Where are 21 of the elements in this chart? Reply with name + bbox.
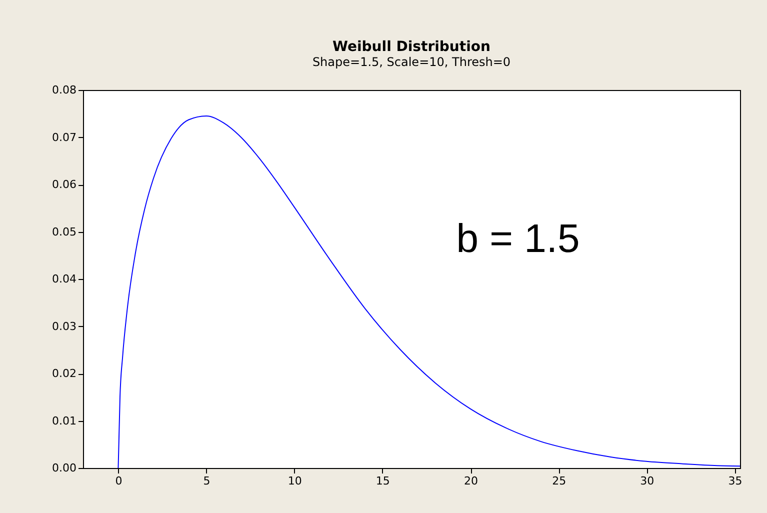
x-tick-label: 15 [376, 474, 390, 488]
y-tick-label: 0.03 [52, 320, 76, 333]
y-tick-label: 0.06 [52, 178, 76, 191]
y-tick-label: 0.07 [52, 130, 76, 144]
y-tick-label: 0.01 [52, 414, 76, 428]
x-tick-label: 20 [464, 474, 478, 488]
chart-subtitle: Shape=1.5, Scale=10, Thresh=0 [312, 55, 511, 69]
x-tick-label: 35 [728, 474, 742, 488]
x-tick-label: 30 [640, 474, 654, 488]
y-tick-label: 0.05 [52, 225, 76, 238]
chart-title: Weibull Distribution [332, 39, 490, 55]
y-tick-label: 0.04 [52, 272, 76, 286]
x-tick-label: 25 [552, 474, 566, 488]
annotation: b = 1.5 [456, 217, 580, 261]
x-tick-label: 0 [115, 474, 122, 488]
y-tick-label: 0.08 [52, 84, 76, 96]
x-tick-label: 5 [203, 474, 210, 488]
y-tick-label: 0.02 [52, 367, 76, 380]
x-tick-label: 10 [288, 474, 302, 488]
line-series [118, 115, 740, 468]
y-tick-label: 0.00 [52, 462, 76, 474]
